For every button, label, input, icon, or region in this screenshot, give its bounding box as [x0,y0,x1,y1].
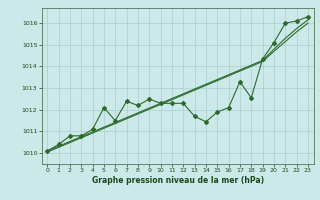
X-axis label: Graphe pression niveau de la mer (hPa): Graphe pression niveau de la mer (hPa) [92,176,264,185]
